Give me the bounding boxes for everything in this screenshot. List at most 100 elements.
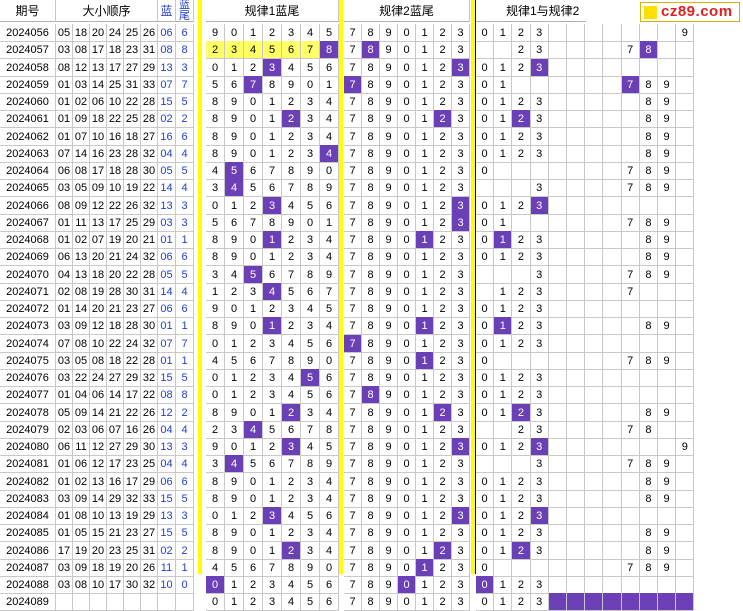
row-number: 16 xyxy=(90,144,107,163)
rule12-cell xyxy=(585,576,604,594)
rule12-cell xyxy=(567,386,586,405)
rule12-cell xyxy=(676,162,695,180)
rule12-cell: 8 xyxy=(639,231,658,249)
rule2-cell: 9 xyxy=(380,351,398,370)
header-period: 期号 xyxy=(0,0,56,22)
rule1-cell: 7 xyxy=(282,265,301,284)
rule12-cell xyxy=(676,386,695,405)
row-blue-tail: 3 xyxy=(176,196,194,215)
header-rule12: 规律1与规律2 xyxy=(476,0,586,22)
rule12-cell xyxy=(603,403,622,422)
rule2-cell: 7 xyxy=(344,369,362,387)
rule12-cell: 8 xyxy=(639,265,658,284)
row-blue-tail: 4 xyxy=(176,179,194,198)
row-number: 18 xyxy=(107,317,124,336)
rule2-cell: 1 xyxy=(416,524,434,543)
rule1-cell: 1 xyxy=(263,472,282,491)
rule12-cell xyxy=(548,351,567,370)
row-number: 32 xyxy=(141,248,158,267)
rule2-hit-cell: 7 xyxy=(344,334,362,353)
row-number: 22 xyxy=(124,351,141,370)
rule2-cell: 1 xyxy=(416,420,434,439)
rule2-cell: 9 xyxy=(380,144,398,163)
row-number: 09 xyxy=(73,403,90,422)
row-number: 20 xyxy=(124,231,141,249)
rule1-cell: 9 xyxy=(301,162,320,180)
rule12-cell: 3 xyxy=(530,386,549,405)
rule12-cell: 7 xyxy=(621,558,640,577)
rule1-cell: 0 xyxy=(225,438,244,456)
rule12-cell xyxy=(567,420,586,439)
row-number: 05 xyxy=(56,403,73,422)
row-number: 08 xyxy=(73,334,90,353)
row-number: 01 xyxy=(56,127,73,146)
rule12-cell: 2 xyxy=(512,507,531,525)
rule12-cell xyxy=(603,386,622,405)
rule1-cell: 2 xyxy=(263,24,282,42)
rule12-cell: 8 xyxy=(639,420,658,439)
rule1-cell: 8 xyxy=(206,489,225,508)
rule12-cell xyxy=(621,58,640,77)
rule12-cell xyxy=(512,179,531,198)
rule12-cell xyxy=(603,144,622,163)
row-blue-number: 12 xyxy=(158,403,176,422)
row-number: 17 xyxy=(56,541,73,560)
rule1-hit-cell: 3 xyxy=(282,438,301,456)
rule12-cell xyxy=(676,248,695,267)
rule12-cell xyxy=(548,24,567,42)
rule2-cell: 8 xyxy=(362,317,380,336)
row-blue-number: 04 xyxy=(158,144,176,163)
rule1-cell: 4 xyxy=(320,472,339,491)
rule2-cell: 7 xyxy=(344,351,362,370)
row-blue-number: 02 xyxy=(158,110,176,129)
rule12-cell: 9 xyxy=(658,179,677,198)
rule2-cell: 1 xyxy=(416,196,434,215)
rule1-cell: 0 xyxy=(244,541,263,560)
rule12-cell xyxy=(658,196,677,215)
rule1-cell: 7 xyxy=(320,282,339,301)
row-blue-tail xyxy=(176,593,194,611)
row-period: 2024064 xyxy=(0,162,56,180)
rule1-cell: 3 xyxy=(225,420,244,439)
rule2-cell: 8 xyxy=(362,593,380,611)
rule2-cell: 3 xyxy=(452,41,470,60)
row-number: 17 xyxy=(90,162,107,180)
row-blue-number: 13 xyxy=(158,58,176,77)
rule12-cell: 8 xyxy=(639,75,658,94)
rule12-cell: 3 xyxy=(530,403,549,422)
rule2-cell: 2 xyxy=(434,282,452,301)
rule2-cell: 8 xyxy=(362,489,380,508)
row-number: 07 xyxy=(90,231,107,249)
rule12-cell xyxy=(658,58,677,77)
rule12-cell xyxy=(676,472,695,491)
rule12-cell xyxy=(494,351,513,370)
rule12-cell xyxy=(585,213,604,232)
rule2-cell: 8 xyxy=(362,541,380,560)
rule2-cell: 1 xyxy=(416,507,434,525)
rule12-cell xyxy=(548,282,567,301)
rule2-cell: 9 xyxy=(380,317,398,336)
row-blue-number: 06 xyxy=(158,248,176,267)
rule1-cell: 9 xyxy=(225,317,244,336)
row-number: 08 xyxy=(73,576,90,594)
row-blue-tail: 6 xyxy=(176,127,194,146)
rule2-hit-cell: 8 xyxy=(362,386,380,405)
rule12-cell: 3 xyxy=(530,127,549,146)
row-number: 22 xyxy=(73,369,90,387)
row-number: 19 xyxy=(107,231,124,249)
rule1-cell: 0 xyxy=(244,110,263,129)
rule12-cell: 8 xyxy=(639,541,658,560)
rule1-cell: 6 xyxy=(225,75,244,94)
rule2-cell: 2 xyxy=(434,472,452,491)
row-blue-number: 13 xyxy=(158,438,176,456)
row-period: 2024066 xyxy=(0,196,56,215)
rule1-cell: 5 xyxy=(301,576,320,594)
row-period: 2024087 xyxy=(0,558,56,577)
rule1-cell: 9 xyxy=(301,351,320,370)
rule12-cell xyxy=(603,317,622,336)
row-number: 06 xyxy=(56,162,73,180)
rule12-cell xyxy=(585,24,604,42)
row-number: 09 xyxy=(73,558,90,577)
row-blue-tail: 6 xyxy=(176,472,194,491)
row-number: 06 xyxy=(90,386,107,405)
